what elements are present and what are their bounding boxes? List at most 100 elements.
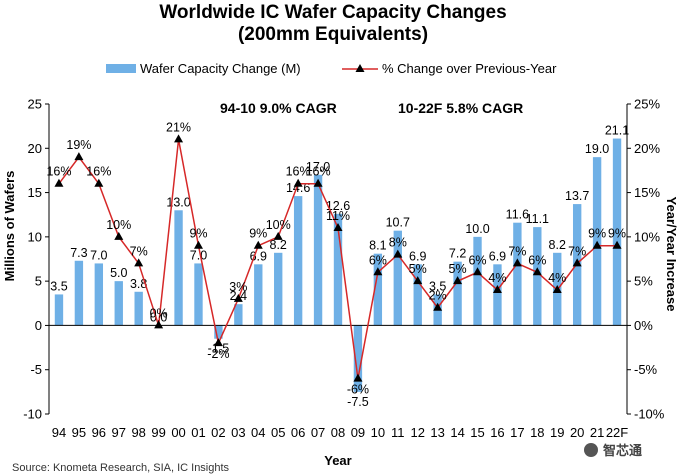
line-marker bbox=[174, 134, 184, 143]
y-tick-label: 10 bbox=[28, 229, 42, 244]
line-value-label: 16% bbox=[86, 165, 111, 179]
chart-subtitle: (200mm Equivalents) bbox=[238, 24, 428, 45]
bar bbox=[473, 236, 482, 326]
line-marker bbox=[333, 223, 343, 231]
y2-tick-label: 0% bbox=[634, 318, 653, 333]
line-marker bbox=[612, 240, 622, 249]
line-value-label: 19% bbox=[66, 138, 91, 152]
line-value-label: -6% bbox=[347, 383, 369, 397]
bar-value-label: 5.0 bbox=[110, 266, 127, 280]
line-value-label: 5% bbox=[409, 262, 427, 276]
x-tick-label: 05 bbox=[271, 425, 285, 440]
bar-value-label: 6.9 bbox=[489, 249, 506, 263]
bar-value-label: 7.0 bbox=[190, 248, 207, 262]
line-value-label: -2% bbox=[207, 347, 229, 361]
bar-value-label: 11.1 bbox=[526, 212, 549, 226]
bar-value-label: 13.0 bbox=[166, 195, 190, 209]
bar-value-label: 7.3 bbox=[70, 246, 87, 260]
line-marker bbox=[453, 276, 463, 285]
line-marker bbox=[473, 267, 483, 276]
bar-value-label: 6.9 bbox=[250, 249, 267, 263]
x-tick-label: 17 bbox=[510, 425, 524, 440]
line-marker bbox=[393, 249, 403, 258]
line-value-label: 21% bbox=[166, 120, 191, 134]
legend-triangle-marker bbox=[355, 64, 365, 72]
x-tick-label: 07 bbox=[311, 425, 325, 440]
bar-value-label: 8.2 bbox=[549, 238, 566, 252]
bar bbox=[274, 252, 283, 326]
y-tick-label: 0 bbox=[35, 318, 42, 333]
bar-value-label: 7.2 bbox=[449, 247, 466, 261]
x-tick-label: 12 bbox=[410, 425, 424, 440]
x-tick-label: 09 bbox=[351, 425, 365, 440]
y-tick-label: 20 bbox=[28, 141, 42, 156]
bar bbox=[333, 213, 343, 326]
bar-value-label: 7.0 bbox=[90, 248, 107, 262]
y2-tick-label: -10% bbox=[634, 407, 665, 422]
line-marker bbox=[492, 285, 502, 293]
bar-value-label: 3.5 bbox=[429, 279, 446, 293]
bar bbox=[194, 263, 203, 326]
x-tick-label: 15 bbox=[470, 425, 484, 440]
line-marker bbox=[154, 320, 164, 329]
x-tick-label: 99 bbox=[151, 425, 165, 440]
line-marker bbox=[253, 240, 263, 249]
x-tick-label: 98 bbox=[131, 425, 145, 440]
bar-value-label: 8.1 bbox=[369, 239, 386, 253]
x-tick-label: 96 bbox=[92, 425, 106, 440]
cagr-annotation-1: 94-10 9.0% CAGR bbox=[220, 100, 337, 116]
y-axis-right: -10% -5% 0% 5% 10% 15% 20% 25% bbox=[626, 97, 665, 422]
bar bbox=[493, 264, 502, 326]
bar bbox=[513, 222, 522, 326]
line-marker bbox=[54, 178, 64, 187]
line-value-label: 7% bbox=[130, 244, 148, 258]
line-marker bbox=[114, 231, 124, 240]
line-marker bbox=[313, 178, 323, 187]
y2-tick-label: -5% bbox=[634, 362, 658, 377]
bar-value-label: 10.0 bbox=[465, 222, 489, 236]
bar bbox=[134, 291, 143, 326]
y2-tick-label: 10% bbox=[634, 229, 660, 244]
bar bbox=[533, 227, 542, 326]
bar bbox=[293, 196, 303, 326]
line-value-label: 0% bbox=[150, 306, 168, 320]
x-tick-label: 95 bbox=[72, 425, 86, 440]
cagr-annotation-2: 10-22F 5.8% CAGR bbox=[398, 100, 523, 116]
line-value-label: 10% bbox=[106, 218, 131, 232]
line-value-label: 8% bbox=[389, 236, 407, 250]
x-tick-label: 97 bbox=[112, 425, 126, 440]
bar bbox=[214, 325, 223, 339]
y2-tick-label: 25% bbox=[634, 97, 660, 112]
x-tick-label: 13 bbox=[430, 425, 444, 440]
bar-value-label: 12.6 bbox=[326, 199, 350, 213]
x-tick-label: 22F bbox=[606, 425, 628, 440]
line-value-label: 16% bbox=[306, 165, 331, 179]
line-marker bbox=[94, 178, 104, 187]
bar bbox=[54, 294, 64, 326]
x-tick-label: 21 bbox=[590, 425, 604, 440]
wechat-logo-icon bbox=[584, 443, 598, 457]
legend: Wafer Capacity Change (M) % Change over … bbox=[106, 61, 557, 76]
bar bbox=[413, 264, 422, 326]
line-marker bbox=[572, 258, 582, 267]
y-tick-label: 25 bbox=[28, 97, 42, 112]
x-tick-label: 01 bbox=[191, 425, 205, 440]
bar bbox=[353, 325, 363, 392]
line-marker bbox=[213, 338, 223, 347]
x-tick-label: 20 bbox=[570, 425, 584, 440]
x-tick-label: 08 bbox=[331, 425, 345, 440]
x-tick-label: 11 bbox=[391, 425, 405, 440]
line-marker bbox=[413, 276, 423, 285]
x-tick-label: 94 bbox=[52, 425, 66, 440]
legend-bar-label: Wafer Capacity Change (M) bbox=[140, 61, 301, 76]
line-value-label: 9% bbox=[608, 227, 626, 241]
line-marker bbox=[552, 285, 562, 293]
x-axis-title: Year bbox=[324, 453, 351, 468]
y-axis-title: Millions of Wafers bbox=[2, 171, 17, 282]
line-value-label: 16% bbox=[46, 165, 71, 179]
bar bbox=[373, 253, 383, 326]
line-value-label: 7% bbox=[508, 244, 526, 258]
line-value-label: 10% bbox=[266, 218, 291, 232]
chart-title: Worldwide IC Wafer Capacity Changes bbox=[159, 2, 506, 23]
